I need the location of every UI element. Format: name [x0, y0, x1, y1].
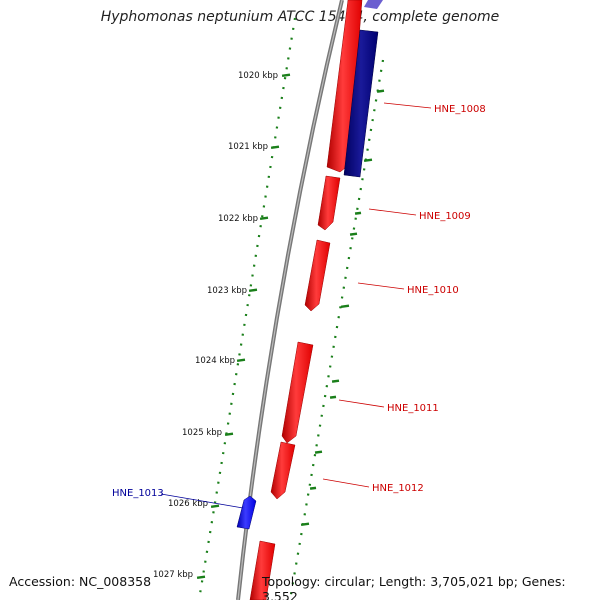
topology-text: Topology: circular; Length: 3,705,021 bp…	[262, 574, 566, 600]
tick-label: 1022 kbp	[218, 214, 258, 224]
gene-label-HNE_1012[interactable]: HNE_1012	[372, 483, 424, 494]
gene-label-HNE_1009[interactable]: HNE_1009	[419, 211, 471, 222]
tick-label: 1026 kbp	[168, 499, 208, 509]
tick-1026: 1026 kbp	[168, 499, 220, 509]
gene-HNE_1010[interactable]	[304, 239, 331, 312]
gc-dash	[329, 395, 337, 399]
tick-label: 1027 kbp	[153, 570, 193, 580]
gene-reverse-top[interactable]	[364, 0, 383, 9]
gc-content-track-outer	[288, 59, 385, 600]
gc-dash	[309, 486, 317, 490]
tick-1021: 1021 kbp	[228, 142, 280, 152]
tick-label: 1023 kbp	[207, 286, 247, 296]
tick-label: 1020 kbp	[238, 71, 278, 81]
gc-dash	[331, 379, 340, 383]
gc-dash	[340, 304, 350, 309]
tick-1025: 1025 kbp	[182, 428, 234, 438]
leader-HNE_1013	[160, 493, 244, 509]
tick-1024: 1024 kbp	[195, 356, 246, 366]
leader-HNE_1012	[322, 478, 370, 488]
gene-next[interactable]	[249, 540, 276, 600]
gc-dash	[363, 158, 373, 163]
gc-dashes-outer	[300, 89, 385, 527]
gene-label-HNE_1008[interactable]: HNE_1008	[434, 104, 486, 115]
gene-label-HNE_1011[interactable]: HNE_1011	[387, 403, 439, 414]
tick-label: 1024 kbp	[195, 356, 235, 366]
tick-label: 1021 kbp	[228, 142, 268, 152]
genome-title: Hyphomonas neptunium ATCC 15444, complet…	[100, 9, 500, 25]
tick-1020: 1020 kbp	[238, 71, 291, 81]
gene-label-HNE_1013[interactable]: HNE_1013	[112, 488, 164, 499]
gc-dots-outer	[288, 59, 385, 600]
gene-HNE_1013[interactable]	[236, 495, 257, 530]
gc-dash	[300, 522, 310, 527]
leader-HNE_1010	[357, 282, 405, 290]
leader-HNE_1011	[338, 399, 385, 408]
gc-dash	[376, 89, 385, 93]
gene-label-HNE_1010[interactable]: HNE_1010	[407, 285, 459, 296]
tick-1023: 1023 kbp	[207, 286, 258, 296]
tick-label: 1025 kbp	[182, 428, 222, 438]
kbp-ticks: 1020 kbp 1021 kbp 1022 kbp 1023 kbp 1024…	[153, 71, 291, 580]
gene-label-leaders	[160, 102, 432, 509]
accession-text: Accession: NC_008358	[9, 574, 152, 589]
leader-HNE_1009	[368, 208, 417, 216]
gc-dash	[314, 450, 323, 454]
gene-HNE_1009[interactable]	[317, 175, 341, 231]
reverse-strand-genes	[236, 0, 383, 530]
tick-1022: 1022 kbp	[218, 214, 269, 224]
gene-reverse-dark[interactable]	[343, 29, 379, 178]
gene-labels: HNE_1008 HNE_1009 HNE_1010 HNE_1011 HNE_…	[112, 104, 486, 499]
leader-HNE_1008	[383, 102, 432, 109]
gc-dash	[354, 211, 362, 215]
forward-strand-genes	[249, 0, 363, 600]
gc-dash	[349, 232, 358, 236]
tick-1027: 1027 kbp	[153, 570, 206, 580]
gene-HNE_1011[interactable]	[281, 341, 314, 444]
gene-HNE_1012[interactable]	[270, 441, 296, 500]
